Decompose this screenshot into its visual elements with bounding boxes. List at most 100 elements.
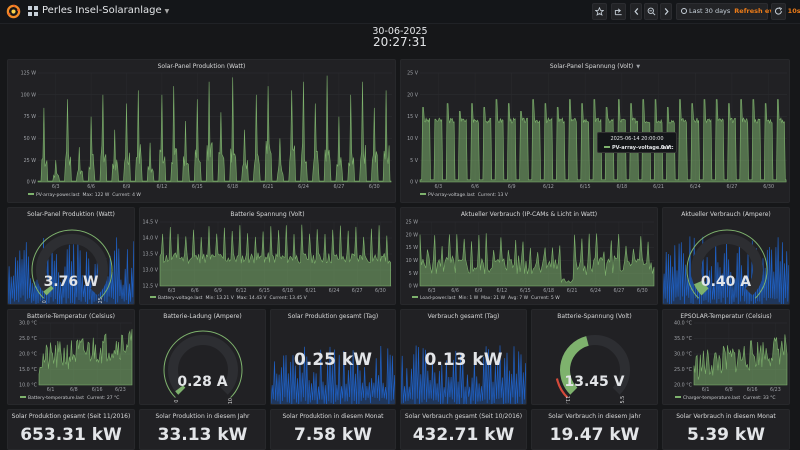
x-tick-label: 6/1 bbox=[47, 387, 55, 393]
panel-title[interactable]: Solar Produktion gesamt (Seit 11/2016) bbox=[11, 413, 131, 420]
x-tick-label: 6/3 bbox=[434, 184, 442, 190]
panel-title[interactable]: Aktueller Verbrauch (IP-CAMs & Licht in … bbox=[460, 211, 598, 218]
panel-stat-production-day: Solar Produktion gesamt (Tag) 0.25 kW bbox=[270, 309, 396, 405]
solar-voltage-chart[interactable]: 0 V 5 V 10 V 15 V 20 V 25 V 6/3 6/6 6/9 6/12 6/15 6… bbox=[401, 60, 790, 203]
legend-swatch bbox=[675, 396, 681, 398]
panel-title[interactable]: Batterie-Temperatur (Celsius) bbox=[27, 313, 115, 320]
x-tick-label: 6/9 bbox=[475, 288, 483, 294]
y-tick-label: 75 W bbox=[24, 114, 37, 120]
panel-battery-voltage: Batterie Spannung (Volt) 12.5 V 13.0 V 13.… bbox=[139, 207, 396, 305]
y-tick-label: 25 V bbox=[407, 71, 419, 77]
panel-title[interactable]: Solar Produktion in diesem Jahr bbox=[155, 413, 250, 420]
legend-series[interactable]: Battery-voltage.last bbox=[158, 296, 203, 301]
chevron-left-icon bbox=[633, 8, 638, 15]
panel-title[interactable]: Solar Verbrauch gesamt (Seit 10/2016) bbox=[404, 413, 523, 420]
x-tick-label: 6/24 bbox=[690, 184, 701, 190]
dashboard-grid-icon[interactable] bbox=[28, 6, 38, 16]
epsolar-temperature-chart[interactable]: 20.0 °C 25.0 °C 30.0 °C 35.0 °C 40.0 °C 6/1 6/… bbox=[663, 310, 790, 405]
legend-series[interactable]: PV-array-voltage.last bbox=[428, 193, 475, 198]
clock-time: 20:27:31 bbox=[373, 35, 427, 49]
panel-title[interactable]: Solar-Panel Produktion (Watt) bbox=[27, 211, 115, 218]
y-tick-label: 125 W bbox=[21, 71, 37, 77]
panel-total-production-year: Solar Produktion in diesem Jahr 33.13 kW bbox=[139, 409, 266, 450]
x-tick-label: 6/16 bbox=[92, 387, 103, 393]
y-tick-label: 30.0 °C bbox=[19, 321, 38, 327]
panel-title[interactable]: Solar-Panel Spannung (Volt) ▼ bbox=[549, 63, 641, 70]
battery-voltage-gauge: 11.8 15.5 bbox=[555, 335, 630, 405]
stat-value: 7.58 kW bbox=[294, 425, 372, 445]
x-tick-label: 6/8 bbox=[725, 387, 733, 393]
legend-current: Current: 4 W bbox=[112, 193, 141, 198]
panel-title[interactable]: EPSOLAR-Temperatur (Celsius) bbox=[680, 313, 772, 320]
chart-legend: PV-array-power.last Max: 122 W Current: 4 … bbox=[28, 193, 144, 198]
panel-title[interactable]: Solar Verbrauch in diesem Jahr bbox=[548, 413, 641, 420]
legend-series[interactable]: PV-array-power.last bbox=[36, 193, 80, 198]
panel-title[interactable]: Verbrauch gesamt (Tag) bbox=[427, 313, 500, 320]
legend-series[interactable]: Battery-temperature.last bbox=[28, 396, 85, 401]
y-tick-label: 0 V bbox=[410, 180, 419, 186]
zoom-out-button[interactable] bbox=[644, 3, 658, 20]
gauge-max-label: 15.5 bbox=[620, 396, 626, 405]
legend-swatch bbox=[28, 193, 34, 195]
battery-temperature-chart[interactable]: 10.0 °C 15.0 °C 20.0 °C 25.0 °C 30.0 °C 6/1 6/… bbox=[8, 310, 135, 405]
panel-title[interactable]: Batterie Spannung (Volt) bbox=[230, 211, 305, 218]
x-tick-label: 6/12 bbox=[497, 288, 508, 294]
panel-gauge-solar-watt: Solar-Panel Produktion (Watt) 0 125 3.76 … bbox=[7, 207, 135, 305]
legend-swatch bbox=[150, 296, 156, 298]
panel-total-consumption-month: Solar Verbrauch in diesem Monat 5.39 kW bbox=[662, 409, 790, 450]
solar-production-chart[interactable]: 0 W 25 W 50 W 75 W 100 W 125 W 6/3 6/6 6/9 6/12 6/… bbox=[8, 60, 396, 203]
time-range-picker[interactable]: Last 30 days Refresh every 10s bbox=[676, 3, 800, 20]
grafana-logo-icon[interactable] bbox=[6, 4, 21, 19]
y-tick-label: 10 V bbox=[407, 136, 419, 142]
legend-current: Current: 33 °C bbox=[743, 396, 776, 401]
temperature-area bbox=[38, 329, 133, 386]
panel-title[interactable]: Batterie-Spannung (Volt) bbox=[557, 313, 632, 320]
top-navbar: Perles Insel-Solaranlage ▼ Last 30 days Re… bbox=[0, 0, 800, 24]
x-tick-label: 6/18 bbox=[543, 288, 554, 294]
refresh-button[interactable] bbox=[771, 3, 786, 20]
load-power-chart[interactable]: 0 W 5 W 10 W 15 W 20 W 25 W 6/3 6/6 6/9 6/12 6/15 6… bbox=[401, 208, 658, 305]
stat-value: 33.13 kW bbox=[157, 425, 248, 445]
gauge-max-label: 10 bbox=[228, 398, 234, 404]
legend-current: Current: 13.45 V bbox=[269, 296, 307, 301]
panel-title[interactable]: Batterie-Ladung (Ampere) bbox=[163, 313, 242, 320]
time-range-label: Last 30 days bbox=[689, 7, 731, 15]
legend-series[interactable]: Charger-temperature.last bbox=[683, 396, 741, 401]
panel-title[interactable]: Solar Produktion gesamt (Tag) bbox=[287, 313, 379, 320]
gauge-threshold-red bbox=[555, 378, 569, 399]
legend-series[interactable]: Load-power.last bbox=[420, 296, 456, 301]
battery-voltage-area bbox=[159, 224, 392, 287]
chart-legend: Battery-temperature.last Current: 27 °C bbox=[20, 396, 122, 401]
panel-title[interactable]: Solar Verbrauch in diesem Monat bbox=[676, 413, 776, 420]
x-tick-label: 6/9 bbox=[214, 288, 222, 294]
time-forward-button[interactable] bbox=[660, 3, 672, 20]
x-tick-label: 6/24 bbox=[329, 288, 340, 294]
star-button[interactable] bbox=[592, 3, 607, 20]
y-tick-label: 25.0 °C bbox=[19, 336, 38, 342]
share-button[interactable] bbox=[611, 3, 626, 20]
clock-icon bbox=[681, 8, 687, 14]
production-area bbox=[37, 75, 392, 183]
gauge-threshold-green bbox=[686, 229, 768, 299]
y-tick-label: 20 V bbox=[407, 92, 419, 98]
panel-load-power: Aktueller Verbrauch (IP-CAMs & Licht in … bbox=[400, 207, 658, 305]
chevron-down-icon: ▼ bbox=[164, 8, 170, 15]
y-tick-label: 30.0 °C bbox=[674, 352, 693, 358]
x-tick-label: 6/27 bbox=[334, 184, 345, 190]
y-tick-label: 0 W bbox=[27, 180, 37, 186]
battery-voltage-chart[interactable]: 12.5 V 13.0 V 13.5 V 14.0 V 14.5 V 6/3 6/6 6/9 6… bbox=[140, 208, 396, 305]
panel-title[interactable]: Solar Produktion in diesem Monat bbox=[282, 413, 384, 420]
dashboard-title[interactable]: Perles Insel-Solaranlage ▼ bbox=[42, 5, 170, 16]
panel-total-production-since-2016: Solar Produktion gesamt (Seit 11/2016) 6… bbox=[7, 409, 135, 450]
y-tick-label: 40.0 °C bbox=[674, 321, 693, 327]
panel-gauge-load-ampere: Aktueller Verbrauch (Ampere) 0.40 A bbox=[662, 207, 790, 305]
x-tick-label: 6/27 bbox=[352, 288, 363, 294]
panel-title[interactable]: Solar-Panel Produktion (Watt) bbox=[157, 63, 246, 70]
legend-max: Max: 14.43 V bbox=[236, 296, 267, 301]
time-back-button[interactable] bbox=[630, 3, 642, 20]
gauge-min-label: 0 bbox=[172, 400, 178, 403]
consumption-sparkline bbox=[401, 345, 526, 404]
panel-title[interactable]: Aktueller Verbrauch (Ampere) bbox=[681, 211, 771, 218]
sparkline-area bbox=[663, 236, 789, 304]
x-tick-label: 6/3 bbox=[52, 184, 60, 190]
